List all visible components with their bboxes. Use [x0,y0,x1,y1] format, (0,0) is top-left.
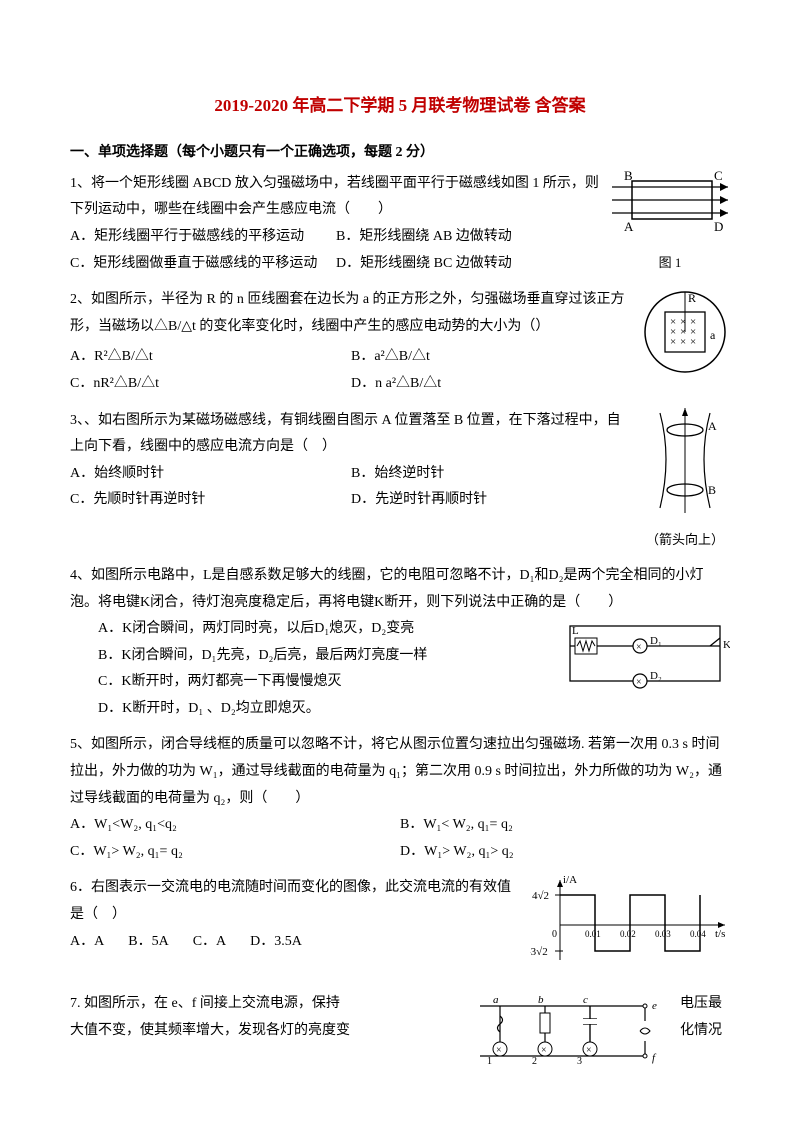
svg-text:×: × [541,1045,547,1056]
q1-figure-caption: 图 1 [610,251,730,276]
q7-stem-a: 7. 如图所示，在 e、f 间接上交流电源，保持 [70,991,340,1018]
svg-text:×: × [636,677,642,688]
svg-text:K: K [723,639,730,651]
q2-opt-b: B．a²△B/△t [351,344,632,371]
q6-opt-b: B．5A [128,929,168,956]
svg-text:f: f [652,1052,657,1064]
q4-opt-a: A．K闭合瞬间，两灯同时亮，以后D₁熄灭，D₂变亮 [70,616,552,643]
svg-text:D: D [714,219,723,234]
svg-text:D₂: D₂ [650,670,662,682]
question-5: 5、如图所示，闭合导线框的质量可以忽略不计，将它从图示位置匀速拉出匀强磁场. 若… [70,732,730,865]
svg-text:c: c [583,994,588,1006]
svg-text:×: × [680,336,686,348]
q4-opt-c: C．K断开时，两灯都亮一下再慢慢熄灭 [70,669,552,696]
q3-figure: A B （箭头向上） [640,408,730,553]
q5-stem: 5、如图所示，闭合导线框的质量可以忽略不计，将它从图示位置匀速拉出匀强磁场. 若… [70,732,730,812]
q4-opt-b: B．K闭合瞬间，D₁先亮，D₂后亮，最后两灯亮度一样 [70,643,552,670]
section-heading: 一、单项选择题（每个小题只有一个正确选项，每题 2 分） [70,140,730,167]
question-7: 7. 如图所示，在 e、f 间接上交流电源，保持 大值不变，使其频率增大，发现各… [70,991,730,1077]
svg-text:3: 3 [577,1056,582,1066]
svg-text:b: b [538,994,544,1006]
q1-opt-b: B．矩形线圈绕 AB 边做转动 [336,224,602,251]
question-1: 1、将一个矩形线圈 ABCD 放入匀强磁场中，若线圈平面平行于磁感线如图 1 所… [70,171,730,277]
q3-opt-d: D．先逆时针再顺时针 [351,487,632,514]
svg-text:0.02: 0.02 [620,929,636,939]
q1-stem: 1、将一个矩形线圈 ABCD 放入匀强磁场中，若线圈平面平行于磁感线如图 1 所… [70,171,602,224]
svg-text:C: C [714,171,723,183]
svg-text:4√2: 4√2 [532,890,549,902]
q3-opt-c: C．先顺时针再逆时针 [70,487,351,514]
svg-text:-3√2: -3√2 [530,946,548,958]
q2-opt-a: A．R²△B/△t [70,344,351,371]
svg-text:0: 0 [552,929,557,940]
svg-text:1: 1 [487,1056,492,1066]
svg-text:L: L [572,625,579,637]
svg-text:i/A: i/A [563,875,577,886]
svg-text:B: B [624,171,633,183]
svg-text:0.03: 0.03 [655,929,671,939]
exam-page: 2019-2020 年高二下学期 5 月联考物理试卷 含答案 一、单项选择题（每… [0,0,800,1117]
q5-opt-b: B．W₁< W₂, q₁= q₂ [400,812,730,839]
svg-text:D₁: D₁ [650,635,662,647]
q2-opt-d: D．n a²△B/△t [351,371,632,398]
svg-text:×: × [636,642,642,653]
q3-opt-a: A．始终顺时针 [70,461,351,488]
q3-opt-b: B．始终逆时针 [351,461,632,488]
svg-text:t/s: t/s [715,928,725,940]
q7-stem-b: 电压最 [680,991,730,1018]
q1-opt-d: D．矩形线圈绕 BC 边做转动 [336,251,602,278]
svg-text:a: a [710,328,716,342]
question-2: 2、如图所示，半径为 R 的 n 匝线圈套在边长为 a 的正方形之外，匀强磁场垂… [70,287,730,397]
q6-figure: i/A t/s 4√2 -3√2 0 0.01 0.02 0.03 0.04 [530,875,730,981]
q2-stem: 2、如图所示，半径为 R 的 n 匝线圈套在边长为 a 的正方形之外，匀强磁场垂… [70,287,632,340]
q6-stem: 6．右图表示一交流电的电流随时间而变化的图像，此交流电流的有效值是（ ） [70,875,522,928]
q5-opt-d: D．W₁> W₂, q₁> q₂ [400,839,730,866]
svg-text:e: e [652,1000,657,1012]
q1-figure: B C A D 图 1 [610,171,730,276]
svg-text:×: × [690,336,696,348]
q7-stem-d: 化情况 [680,1018,730,1045]
q1-opt-c: C．矩形线圈做垂直于磁感线的平移运动 [70,251,336,278]
q4-opt-d: D．K断开时，D₁ 、D₂均立即熄灭。 [70,696,552,723]
q3-figure-caption: （箭头向上） [640,528,730,553]
q2-figure: R a ××× ××× ××× [640,287,730,388]
q7-stem-c: 大值不变，使其频率增大，发现各灯的亮度变 [70,1018,350,1045]
q2-opt-c: C．nR²△B/△t [70,371,351,398]
q1-opt-a: A．矩形线圈平行于磁感线的平移运动 [70,224,336,251]
q6-opt-d: D．3.5A [250,929,302,956]
q6-opt-a: A．A [70,929,104,956]
question-4: 4、如图所示电路中，L是自感系数足够大的线圈，它的电阻可忽略不计，D₁和D₂是两… [70,563,730,723]
svg-text:0.01: 0.01 [585,929,601,939]
q7-figure: × a 1 × b 2 [470,991,680,1077]
q3-stem: 3、、如右图所示为某磁场磁感线，有铜线圈自图示 A 位置落至 B 位置，在下落过… [70,408,632,461]
svg-text:×: × [496,1045,502,1056]
svg-text:A: A [624,219,634,234]
svg-text:B: B [708,483,716,497]
q5-opt-a: A．W₁<W₂, q₁<q₂ [70,812,400,839]
svg-text:0.04: 0.04 [690,929,706,939]
q4-stem: 4、如图所示电路中，L是自感系数足够大的线圈，它的电阻可忽略不计，D₁和D₂是两… [70,563,730,616]
q6-opt-c: C．A [193,929,226,956]
svg-text:a: a [493,994,499,1006]
svg-text:×: × [670,336,676,348]
exam-title: 2019-2020 年高二下学期 5 月联考物理试卷 含答案 [70,90,730,122]
q5-opt-c: C．W₁> W₂, q₁= q₂ [70,839,400,866]
svg-text:×: × [586,1045,592,1056]
svg-text:A: A [708,419,717,433]
q4-figure: L × D₁ × D₂ K [560,616,730,707]
question-3: 3、、如右图所示为某磁场磁感线，有铜线圈自图示 A 位置落至 B 位置，在下落过… [70,408,730,553]
question-6: 6．右图表示一交流电的电流随时间而变化的图像，此交流电流的有效值是（ ） A．A… [70,875,730,981]
svg-text:2: 2 [532,1056,537,1066]
svg-text:R: R [688,291,696,305]
